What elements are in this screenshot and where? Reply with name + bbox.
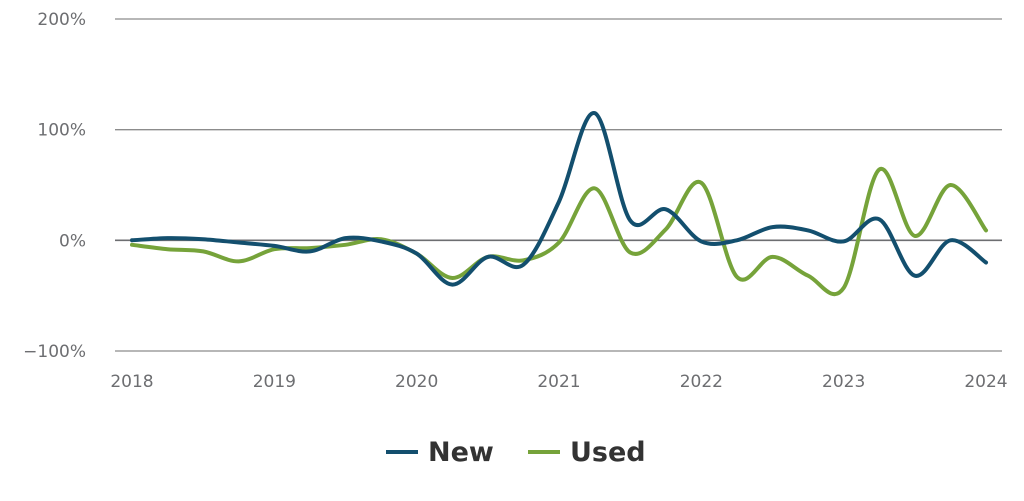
grid-layer [115, 18, 1002, 352]
x-tick-label: 2023 [822, 372, 865, 392]
y-tick-label: 0% [59, 231, 86, 251]
legend: New Used [386, 437, 646, 468]
x-tick-label: 2021 [537, 372, 580, 392]
legend-label-new: New [428, 437, 494, 468]
y-axis-ticks: 200% 100% 0% −100% [23, 10, 86, 362]
y-tick-label: 100% [37, 121, 86, 141]
x-tick-label: 2020 [395, 372, 438, 392]
x-tick-label: 2024 [964, 372, 1007, 392]
x-tick-label: 2018 [110, 372, 153, 392]
y-tick-label: 200% [37, 10, 86, 30]
series-layer [130, 111, 988, 297]
y-tick-label: −100% [23, 342, 86, 362]
x-tick-label: 2019 [253, 372, 296, 392]
x-tick-label: 2022 [680, 372, 723, 392]
series-line-new [130, 111, 988, 287]
x-axis-ticks: 2018 2019 2020 2021 2022 2023 2024 [110, 372, 1007, 392]
legend-label-used: Used [570, 437, 646, 468]
